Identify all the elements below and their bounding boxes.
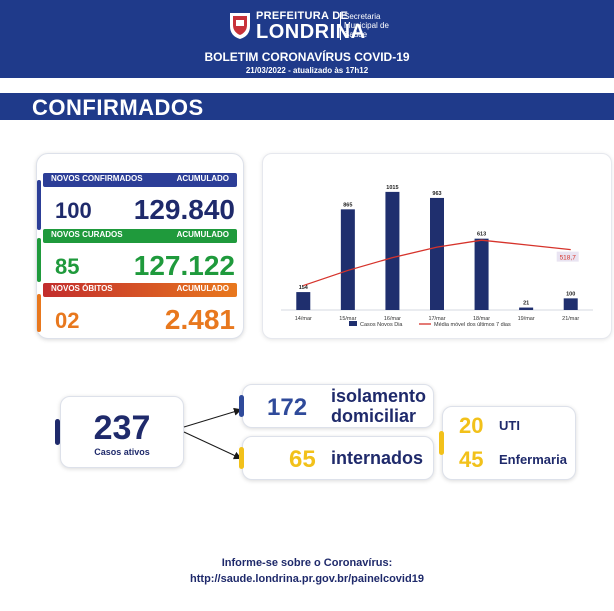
footer-info: Informe-se sobre o Coronavírus: — [221, 557, 393, 569]
chart-bar-label: 1015 — [386, 185, 398, 191]
chart-x-tick: 17/mar — [428, 316, 445, 322]
chart-bar — [430, 197, 444, 310]
chart-bar — [340, 209, 355, 310]
deaths-new: 02 — [55, 308, 80, 333]
chart-x-tick: 19/mar — [518, 316, 535, 322]
prefeitura-text: PREFEITURA DE — [256, 10, 349, 22]
chart-x-tick: 14/mar — [295, 316, 312, 322]
hospitalized-accent — [239, 447, 244, 469]
chart-x-tick: 15/mar — [339, 316, 356, 322]
legend-bar-swatch — [349, 321, 357, 326]
arrows — [183, 407, 242, 460]
bulletin-date: 21/03/2022 - atualizado às 17h12 — [245, 66, 369, 75]
chart-bar — [474, 238, 489, 310]
active-cases-card: 237 Casos ativos — [55, 396, 184, 468]
ward-label: Enfermaria — [499, 452, 567, 467]
section-title: CONFIRMADOS — [32, 95, 204, 120]
recovered-header-bar: NOVOS CURADOS ACUMULADO — [43, 229, 237, 243]
chart-bar-label: 100 — [566, 291, 575, 297]
stats-card: NOVOS CONFIRMADOS ACUMULADO 100 129.840 … — [36, 153, 244, 339]
isolation-count: 172 — [267, 394, 308, 421]
confirmed-header-bar: NOVOS CONFIRMADOS ACUMULADO — [43, 173, 237, 187]
chart-x-tick: 16/mar — [384, 316, 401, 322]
confirmed-new: 100 — [55, 198, 92, 223]
chart-average-end-label: 518,7 — [560, 255, 577, 262]
city-crest-icon — [230, 13, 250, 39]
arrow-up-icon — [183, 407, 242, 428]
isolation-label: isolamento domiciliar — [331, 386, 426, 426]
confirmed-label: NOVOS CONFIRMADOS — [51, 174, 143, 183]
chart-card: 154 14/mar 865 15/mar 1015 16/mar 963 17/mar 613… — [262, 153, 612, 339]
hospitalized-count: 65 — [289, 446, 316, 473]
city-logo: PREFEITURA DE LONDRINA Secretaria Munici… — [228, 8, 389, 43]
chart-bar-label: 963 — [432, 191, 441, 197]
chart-bar-label: 865 — [343, 202, 352, 208]
chart-bar-label: 613 — [477, 232, 486, 238]
isolation-accent — [239, 395, 244, 417]
hospitalized-card: 65 internados — [239, 436, 434, 480]
chart-bar-label: 21 — [523, 301, 529, 307]
legend-line-label: Média móvel dos últimos 7 dias — [434, 322, 511, 328]
arrow-down-icon — [183, 431, 242, 460]
beds-accent — [439, 431, 444, 455]
chart-bar — [519, 307, 534, 310]
deaths-accent — [37, 294, 41, 332]
uti-label: UTI — [499, 418, 520, 433]
chart-bar — [563, 298, 578, 310]
beds-card: 20 UTI 45 Enfermaria — [439, 406, 576, 480]
ward-count: 45 — [459, 447, 484, 472]
cases-chart: 154 14/mar 865 15/mar 1015 16/mar 963 17/mar 613… — [281, 185, 593, 328]
city-name: LONDRINA — [256, 21, 366, 43]
chart-average-line — [303, 239, 571, 287]
confirmed-total: 129.840 — [133, 194, 235, 225]
chart-x-tick: 18/mar — [473, 316, 490, 322]
recovered-new: 85 — [55, 254, 80, 279]
deaths-header-bar: NOVOS ÓBITOS ACUMULADO — [43, 283, 237, 297]
recovered-total: 127.122 — [133, 250, 235, 281]
uti-count: 20 — [459, 413, 484, 438]
active-count: 237 — [93, 409, 151, 447]
chart-x-tick: 21/mar — [562, 316, 579, 322]
hospitalized-label: internados — [331, 448, 424, 468]
footer-link[interactable]: http://saude.londrina.pr.gov.br/painelco… — [190, 573, 424, 585]
deaths-label: NOVOS ÓBITOS — [51, 284, 113, 293]
deaths-total: 2.481 — [164, 304, 235, 335]
recovered-accent — [37, 238, 41, 282]
section-banner — [0, 93, 614, 120]
chart-bar — [385, 191, 400, 310]
active-accent — [55, 419, 60, 445]
logo-divider — [340, 12, 341, 40]
recovered-label: NOVOS CURADOS — [51, 230, 123, 239]
isolation-label-line2: domiciliar — [331, 406, 417, 426]
confirmed-acc-label: ACUMULADO — [176, 174, 229, 183]
chart-bar — [296, 292, 311, 310]
secretaria-text: Secretaria Municipal de Saúde — [344, 12, 389, 39]
confirmed-accent — [37, 180, 41, 230]
legend-bar-label: Casos Novos Dia — [360, 322, 403, 328]
isolation-label-line1: isolamento — [331, 386, 427, 406]
bulletin-title: BOLETIM CORONAVÍRUS COVID-19 — [204, 50, 410, 64]
chart-bar-label: 154 — [299, 285, 309, 291]
isolation-card: 172 isolamento domiciliar — [239, 384, 434, 428]
header-banner — [0, 0, 614, 78]
chart-end-label-bg — [556, 251, 579, 262]
recovered-acc-label: ACUMULADO — [176, 230, 229, 239]
deaths-acc-label: ACUMULADO — [176, 284, 229, 293]
active-label: Casos ativos — [94, 447, 150, 457]
